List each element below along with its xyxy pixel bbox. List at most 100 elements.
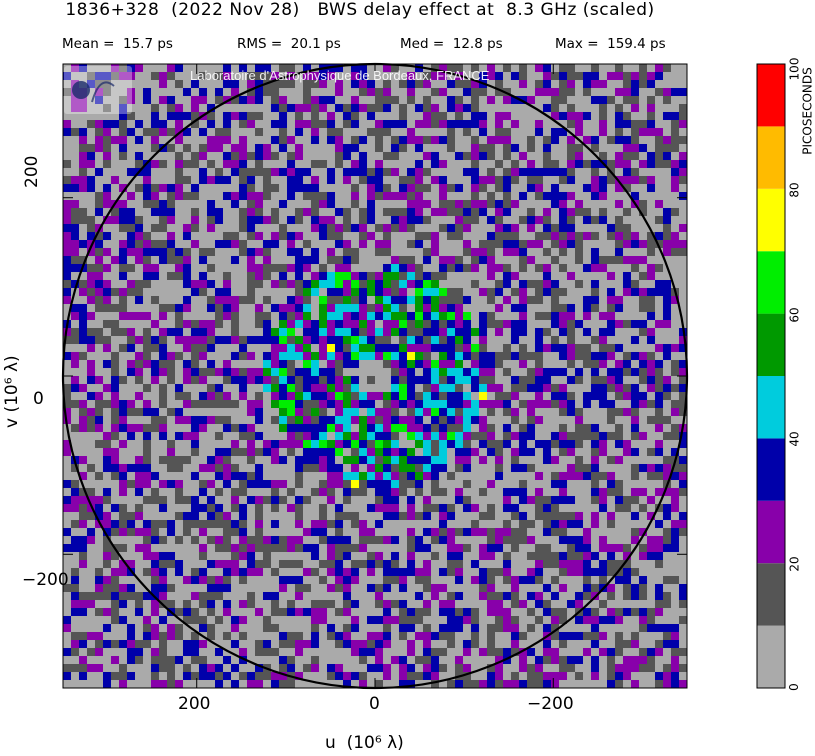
heatmap-cell bbox=[271, 232, 279, 240]
heatmap-cell bbox=[279, 296, 287, 304]
heatmap-cell bbox=[151, 472, 159, 480]
heatmap-cell bbox=[111, 448, 119, 456]
heatmap-cell bbox=[263, 336, 271, 344]
heatmap-cell bbox=[399, 208, 407, 216]
heatmap-cell bbox=[279, 304, 287, 312]
heatmap-cell bbox=[551, 144, 559, 152]
heatmap-cell bbox=[63, 344, 71, 352]
heatmap-cell bbox=[671, 528, 679, 536]
heatmap-cell bbox=[207, 392, 215, 400]
heatmap-cell bbox=[367, 288, 375, 296]
heatmap-cell bbox=[335, 448, 343, 456]
heatmap-cell bbox=[679, 96, 687, 104]
heatmap-cell bbox=[63, 176, 71, 184]
heatmap-cell bbox=[79, 112, 87, 120]
heatmap-cell bbox=[159, 360, 167, 368]
heatmap-cell bbox=[495, 104, 503, 112]
heatmap-cell bbox=[367, 304, 375, 312]
heatmap-cell bbox=[103, 344, 111, 352]
heatmap-cell bbox=[511, 64, 519, 72]
heatmap-cell bbox=[543, 368, 551, 376]
heatmap-cell bbox=[495, 336, 503, 344]
heatmap-cell bbox=[655, 336, 663, 344]
heatmap-cell bbox=[439, 416, 447, 424]
heatmap-cell bbox=[327, 72, 335, 80]
heatmap-cell bbox=[215, 544, 223, 552]
heatmap-cell bbox=[543, 488, 551, 496]
heatmap-cell bbox=[647, 272, 655, 280]
heatmap-cell bbox=[407, 144, 415, 152]
heatmap-cell bbox=[183, 504, 191, 512]
heatmap-cell bbox=[167, 296, 175, 304]
heatmap-cell bbox=[487, 392, 495, 400]
heatmap-cell bbox=[271, 408, 279, 416]
heatmap-cell bbox=[471, 560, 479, 568]
heatmap-cell bbox=[167, 280, 175, 288]
heatmap-cell bbox=[351, 120, 359, 128]
heatmap-cell bbox=[207, 176, 215, 184]
heatmap-cell bbox=[199, 272, 207, 280]
heatmap-cell bbox=[647, 536, 655, 544]
heatmap-cell bbox=[615, 504, 623, 512]
heatmap-cell bbox=[295, 160, 303, 168]
heatmap-cell bbox=[639, 376, 647, 384]
heatmap-cell bbox=[535, 520, 543, 528]
heatmap-cell bbox=[671, 296, 679, 304]
heatmap-cell bbox=[191, 248, 199, 256]
heatmap-cell bbox=[383, 200, 391, 208]
heatmap-cell bbox=[367, 528, 375, 536]
heatmap-cell bbox=[543, 344, 551, 352]
heatmap-cell bbox=[623, 368, 631, 376]
heatmap-cell bbox=[639, 360, 647, 368]
heatmap-cell bbox=[615, 248, 623, 256]
heatmap-cell bbox=[439, 144, 447, 152]
heatmap-cell bbox=[543, 384, 551, 392]
heatmap-cell bbox=[223, 216, 231, 224]
heatmap-cell bbox=[103, 240, 111, 248]
heatmap-cell bbox=[455, 328, 463, 336]
heatmap-cell bbox=[175, 184, 183, 192]
heatmap-cell bbox=[159, 248, 167, 256]
heatmap-cell bbox=[599, 464, 607, 472]
heatmap-cell bbox=[263, 424, 271, 432]
heatmap-cell bbox=[287, 392, 295, 400]
heatmap-cell bbox=[319, 184, 327, 192]
heatmap-cell bbox=[607, 96, 615, 104]
heatmap-cell bbox=[527, 144, 535, 152]
heatmap-cell bbox=[191, 568, 199, 576]
heatmap-cell bbox=[375, 64, 383, 72]
heatmap-cell bbox=[239, 432, 247, 440]
heatmap-cell bbox=[359, 464, 367, 472]
heatmap-cell bbox=[439, 200, 447, 208]
heatmap-cell bbox=[319, 504, 327, 512]
heatmap-cell bbox=[671, 264, 679, 272]
heatmap-cell bbox=[591, 480, 599, 488]
heatmap-cell bbox=[167, 544, 175, 552]
heatmap-cell bbox=[423, 200, 431, 208]
heatmap-cell bbox=[111, 416, 119, 424]
heatmap-cell bbox=[303, 96, 311, 104]
heatmap-cell bbox=[111, 184, 119, 192]
heatmap-cell bbox=[367, 264, 375, 272]
heatmap-cell bbox=[359, 232, 367, 240]
heatmap-cell bbox=[95, 296, 103, 304]
heatmap-cell bbox=[103, 384, 111, 392]
heatmap-cell bbox=[87, 392, 95, 400]
heatmap-cell bbox=[391, 560, 399, 568]
heatmap-cell bbox=[255, 384, 263, 392]
heatmap-cell bbox=[367, 328, 375, 336]
heatmap-cell bbox=[87, 168, 95, 176]
heatmap-cell bbox=[255, 424, 263, 432]
heatmap-cell bbox=[351, 200, 359, 208]
heatmap-cell bbox=[215, 216, 223, 224]
heatmap-cell bbox=[431, 416, 439, 424]
heatmap-cell bbox=[383, 528, 391, 536]
heatmap-cell bbox=[615, 224, 623, 232]
heatmap-cell bbox=[247, 360, 255, 368]
heatmap-cell bbox=[471, 264, 479, 272]
heatmap-cell bbox=[303, 248, 311, 256]
heatmap-cell bbox=[407, 264, 415, 272]
heatmap-cell bbox=[463, 456, 471, 464]
heatmap-cell bbox=[551, 304, 559, 312]
heatmap-cell bbox=[383, 312, 391, 320]
